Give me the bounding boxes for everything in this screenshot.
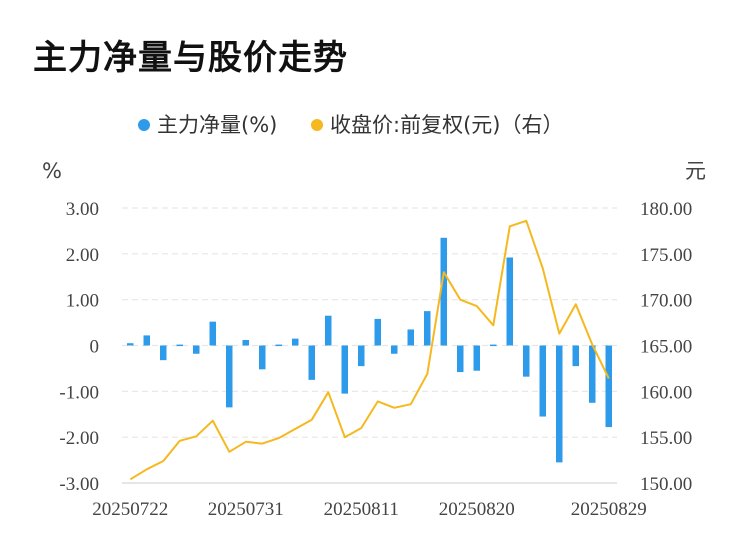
- bar[interactable]: [589, 345, 596, 403]
- x-tick-label: 20250820: [439, 499, 515, 520]
- left-tick-label: 0: [90, 337, 100, 358]
- bar[interactable]: [506, 257, 514, 346]
- right-unit-label: 元: [685, 159, 706, 183]
- chart-title: 主力净量与股价走势: [33, 38, 348, 78]
- bar[interactable]: [341, 345, 349, 394]
- bar[interactable]: [457, 345, 464, 373]
- bar[interactable]: [176, 344, 184, 347]
- right-axis: 180.00 175.00 170.00 165.00 160.00 155.00 150.…: [640, 199, 692, 495]
- x-tick-label: 20250722: [92, 499, 168, 520]
- bar[interactable]: [259, 345, 266, 370]
- bar-series: [127, 237, 613, 463]
- left-tick-label: 1.00: [66, 291, 99, 312]
- bar[interactable]: [242, 340, 250, 346]
- right-tick-label: 170.00: [640, 291, 692, 312]
- right-tick-label: 165.00: [640, 337, 692, 358]
- right-tick-label: 175.00: [640, 245, 692, 266]
- bar[interactable]: [440, 237, 448, 346]
- bar[interactable]: [374, 318, 382, 346]
- bar[interactable]: [275, 344, 283, 347]
- left-tick-label: 3.00: [66, 199, 99, 220]
- bar[interactable]: [473, 345, 481, 371]
- x-axis: 20250722 20250731 20250811 20250820 20250829: [92, 499, 647, 520]
- bar[interactable]: [407, 329, 415, 346]
- line-series: [129, 219, 610, 481]
- left-tick-label: -2.00: [59, 428, 99, 449]
- bar[interactable]: [523, 345, 530, 377]
- left-tick-label: -1.00: [59, 382, 99, 403]
- bar[interactable]: [127, 343, 134, 346]
- bar[interactable]: [292, 338, 299, 346]
- bar[interactable]: [160, 345, 167, 361]
- left-tick-label: -3.00: [59, 474, 99, 495]
- bar[interactable]: [572, 345, 580, 367]
- x-tick-label: 20250731: [208, 499, 284, 520]
- x-tick-label: 20250829: [571, 499, 647, 520]
- bar[interactable]: [193, 345, 200, 354]
- legend[interactable]: 主力净量(%) 收盘价:前复权(元)（右）: [138, 113, 563, 137]
- bar[interactable]: [424, 311, 431, 346]
- right-tick-label: 160.00: [640, 382, 692, 403]
- left-tick-label: 2.00: [66, 245, 99, 266]
- left-axis: 3.00 2.00 1.00 0 -1.00 -2.00 -3.00: [59, 199, 99, 495]
- bar[interactable]: [556, 345, 563, 463]
- bar[interactable]: [490, 344, 497, 347]
- right-tick-label: 180.00: [640, 199, 692, 220]
- bar[interactable]: [325, 315, 332, 346]
- bar[interactable]: [226, 345, 233, 408]
- bar[interactable]: [391, 345, 398, 354]
- legend-marker-bar[interactable]: [138, 119, 150, 131]
- legend-marker-line[interactable]: [311, 119, 323, 131]
- price-line[interactable]: [129, 219, 610, 481]
- legend-label-line[interactable]: 收盘价:前复权(元)（右）: [330, 113, 563, 137]
- bar[interactable]: [143, 335, 151, 346]
- right-tick-label: 150.00: [640, 474, 692, 495]
- right-tick-label: 155.00: [640, 428, 692, 449]
- x-tick-label: 20250811: [324, 499, 399, 520]
- bar[interactable]: [539, 345, 547, 417]
- legend-label-bar[interactable]: 主力净量(%): [157, 113, 277, 137]
- grid-lines: [122, 207, 617, 484]
- bar[interactable]: [605, 345, 613, 428]
- left-unit-label: %: [42, 159, 62, 183]
- bar[interactable]: [209, 321, 217, 346]
- bar[interactable]: [358, 345, 365, 367]
- bar[interactable]: [308, 345, 316, 380]
